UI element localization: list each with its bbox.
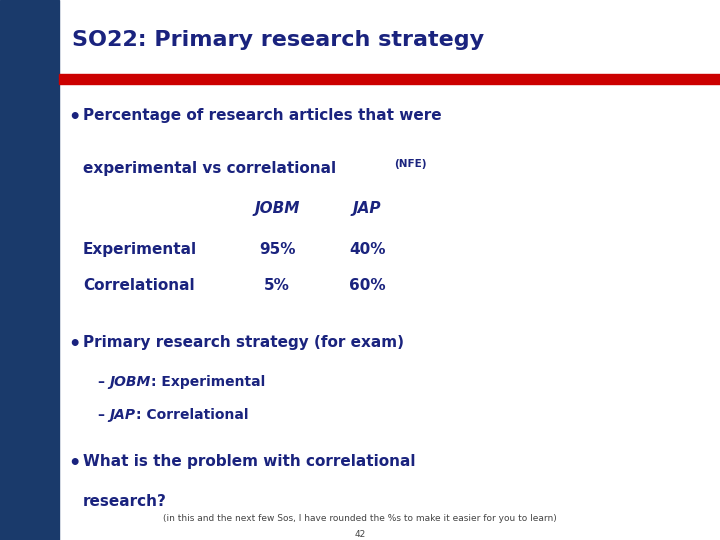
Text: 5%: 5% bbox=[264, 278, 290, 293]
Text: (in this and the next few Sos, I have rounded the %s to make it easier for you t: (in this and the next few Sos, I have ro… bbox=[163, 514, 557, 523]
Text: –: – bbox=[97, 375, 104, 389]
Text: •: • bbox=[68, 335, 81, 354]
Bar bbox=[0, 0, 59, 540]
Text: •: • bbox=[68, 108, 81, 127]
Text: : Experimental: : Experimental bbox=[151, 375, 266, 389]
Text: 95%: 95% bbox=[259, 242, 295, 257]
Text: What is the problem with correlational: What is the problem with correlational bbox=[83, 454, 415, 469]
Text: SO22: Primary research strategy: SO22: Primary research strategy bbox=[72, 30, 484, 50]
Text: Correlational: Correlational bbox=[83, 278, 194, 293]
Text: JAP: JAP bbox=[353, 201, 382, 217]
Text: experimental vs correlational: experimental vs correlational bbox=[83, 161, 341, 176]
Text: JOBM: JOBM bbox=[254, 201, 300, 217]
Text: –: – bbox=[97, 408, 104, 422]
Text: 60%: 60% bbox=[349, 278, 385, 293]
Text: Experimental: Experimental bbox=[83, 242, 197, 257]
Text: •: • bbox=[68, 454, 81, 472]
Text: JOBM: JOBM bbox=[109, 375, 150, 389]
Text: JAP: JAP bbox=[109, 408, 135, 422]
Text: research?: research? bbox=[83, 494, 166, 509]
Text: (NFE): (NFE) bbox=[394, 159, 426, 170]
Text: Percentage of research articles that were: Percentage of research articles that wer… bbox=[83, 108, 441, 123]
Text: : Correlational: : Correlational bbox=[136, 408, 248, 422]
Text: 40%: 40% bbox=[349, 242, 385, 257]
Text: Primary research strategy (for exam): Primary research strategy (for exam) bbox=[83, 335, 404, 350]
Bar bbox=[59, 74, 720, 84]
Text: 42: 42 bbox=[354, 530, 366, 539]
